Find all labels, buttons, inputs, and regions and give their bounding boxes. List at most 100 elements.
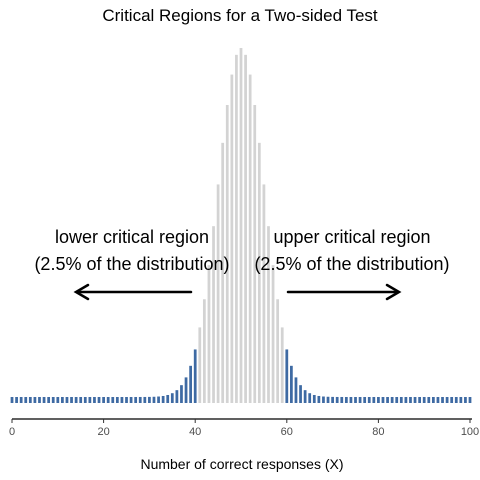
bar-critical-85 xyxy=(399,397,403,403)
bar-critical-77 xyxy=(363,397,367,403)
bar-critical-91 xyxy=(427,397,431,403)
bar-critical-26 xyxy=(129,397,133,403)
bar-critical-78 xyxy=(367,397,371,403)
bar-critical-13 xyxy=(70,397,73,403)
bar-critical-72 xyxy=(340,396,344,403)
bar-57 xyxy=(271,265,275,403)
bar-critical-7 xyxy=(42,397,46,403)
bar-critical-23 xyxy=(115,397,119,403)
bar-critical-94 xyxy=(441,397,444,403)
bar-critical-61 xyxy=(290,365,293,403)
bar-critical-90 xyxy=(422,397,426,403)
bar-critical-99 xyxy=(464,397,467,403)
bar-critical-98 xyxy=(459,397,463,403)
bar-critical-62 xyxy=(294,377,298,403)
bar-critical-25 xyxy=(125,397,128,403)
bar-52 xyxy=(248,74,252,403)
bar-54 xyxy=(257,142,261,403)
bar-critical-6 xyxy=(38,397,41,403)
bar-critical-70 xyxy=(331,396,334,403)
x-axis-label: Number of correct responses (X) xyxy=(140,456,343,472)
bar-51 xyxy=(244,54,247,404)
bar-critical-75 xyxy=(354,397,357,403)
x-ticks: 0 20 40 60 80 100 xyxy=(9,419,479,438)
bar-50 xyxy=(239,48,243,403)
bar-critical-93 xyxy=(436,397,440,403)
bar-critical-28 xyxy=(138,396,142,403)
lower-region-label-line2: (2.5% of the distribution) xyxy=(34,254,229,274)
bar-critical-73 xyxy=(344,396,348,403)
bar-critical-92 xyxy=(431,397,435,403)
bar-critical-19 xyxy=(97,397,101,403)
bar-critical-82 xyxy=(386,397,389,403)
bar-43 xyxy=(207,265,211,403)
bar-critical-76 xyxy=(358,397,362,403)
bar-critical-16 xyxy=(83,397,87,403)
bar-49 xyxy=(235,54,238,404)
bar-critical-71 xyxy=(335,396,339,403)
bar-critical-12 xyxy=(65,397,69,403)
bars-group xyxy=(10,48,472,404)
upper-region-label-line2: (2.5% of the distribution) xyxy=(254,254,449,274)
bar-critical-4 xyxy=(28,397,32,403)
bar-critical-81 xyxy=(381,397,385,403)
bar-critical-33 xyxy=(161,395,165,403)
bar-critical-5 xyxy=(33,397,37,403)
bar-critical-29 xyxy=(143,396,147,403)
bar-critical-65 xyxy=(308,393,312,403)
bar-55 xyxy=(262,184,266,403)
bar-critical-27 xyxy=(134,396,138,403)
bar-critical-20 xyxy=(102,397,105,403)
bar-critical-8 xyxy=(47,397,51,403)
bar-critical-36 xyxy=(175,390,179,403)
bar-45 xyxy=(216,184,220,403)
x-tick-label-0: 0 xyxy=(9,426,15,438)
bar-critical-35 xyxy=(170,393,174,403)
bar-critical-15 xyxy=(79,397,83,403)
bar-critical-32 xyxy=(157,396,160,403)
bar-critical-89 xyxy=(418,397,421,403)
x-tick-label-80: 80 xyxy=(372,426,384,438)
bar-48 xyxy=(230,74,234,403)
bar-critical-18 xyxy=(93,397,96,403)
bar-critical-60 xyxy=(285,349,289,403)
bar-critical-1 xyxy=(15,397,18,403)
bar-critical-66 xyxy=(312,394,316,403)
x-tick-label-40: 40 xyxy=(189,426,201,438)
bar-47 xyxy=(225,105,229,403)
bar-critical-64 xyxy=(303,390,307,403)
bar-59 xyxy=(280,327,284,403)
bar-critical-88 xyxy=(413,397,417,403)
x-tick-label-60: 60 xyxy=(281,426,293,438)
bar-critical-84 xyxy=(395,397,399,403)
right-arrow xyxy=(286,283,402,301)
bar-critical-83 xyxy=(390,397,394,403)
bar-critical-10 xyxy=(56,397,60,403)
bar-53 xyxy=(253,105,257,403)
x-tick-label-20: 20 xyxy=(97,426,109,438)
bar-critical-68 xyxy=(322,396,325,403)
bar-critical-74 xyxy=(349,397,353,403)
lower-region-label-line1: lower critical region xyxy=(55,227,209,247)
bar-critical-3 xyxy=(24,397,28,403)
chart-title: Critical Regions for a Two-sided Test xyxy=(102,6,378,25)
bar-critical-17 xyxy=(88,397,92,403)
bar-critical-30 xyxy=(148,396,151,403)
bar-critical-40 xyxy=(193,349,197,403)
x-tick-label-100: 100 xyxy=(461,426,479,438)
bar-critical-11 xyxy=(61,397,64,403)
bar-critical-14 xyxy=(74,397,78,403)
bar-critical-80 xyxy=(377,397,380,403)
bar-critical-69 xyxy=(326,396,330,403)
bar-58 xyxy=(276,299,280,403)
bar-critical-96 xyxy=(450,397,454,403)
bar-critical-2 xyxy=(19,397,23,403)
bar-critical-63 xyxy=(299,385,302,403)
bar-41 xyxy=(198,327,202,403)
bar-critical-86 xyxy=(404,397,408,403)
left-arrow xyxy=(73,283,193,301)
bar-critical-22 xyxy=(111,397,115,403)
bar-critical-37 xyxy=(180,385,183,403)
bar-critical-31 xyxy=(152,396,156,403)
